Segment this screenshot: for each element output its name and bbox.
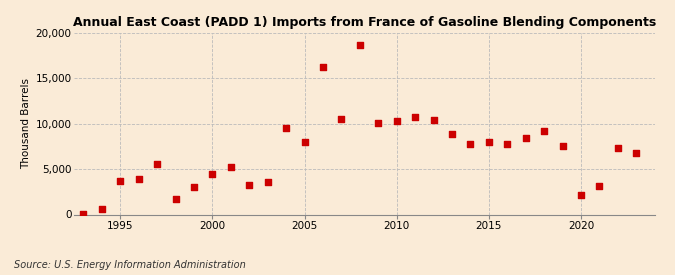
Point (576, 192, 587, 197)
Point (539, 129, 549, 133)
Text: Source: U.S. Energy Information Administration: Source: U.S. Energy Information Administ… (14, 260, 245, 270)
Title: Annual East Coast (PADD 1) Imports from France of Gasoline Blending Components: Annual East Coast (PADD 1) Imports from … (73, 16, 656, 29)
Point (188, 185, 199, 189)
Point (281, 126, 292, 131)
Point (244, 183, 254, 188)
Point (447, 131, 458, 136)
Y-axis label: Thousand Barrels: Thousand Barrels (21, 78, 31, 169)
Point (225, 165, 236, 169)
Point (336, 117, 347, 122)
Point (263, 180, 273, 184)
Point (557, 144, 568, 148)
Point (318, 65, 329, 70)
Point (465, 142, 476, 146)
Point (134, 177, 144, 181)
Point (483, 140, 494, 144)
Point (631, 151, 642, 155)
Point (502, 142, 513, 146)
Point (594, 184, 605, 189)
Point (97, 207, 107, 211)
Point (152, 161, 163, 166)
Point (520, 136, 531, 141)
Point (170, 197, 181, 201)
Point (354, 43, 365, 47)
Point (299, 140, 310, 144)
Point (428, 118, 439, 122)
Point (373, 121, 383, 125)
Point (392, 119, 402, 123)
Point (612, 146, 623, 150)
Point (115, 179, 126, 183)
Point (78, 211, 89, 216)
Point (207, 172, 218, 176)
Point (410, 115, 421, 120)
